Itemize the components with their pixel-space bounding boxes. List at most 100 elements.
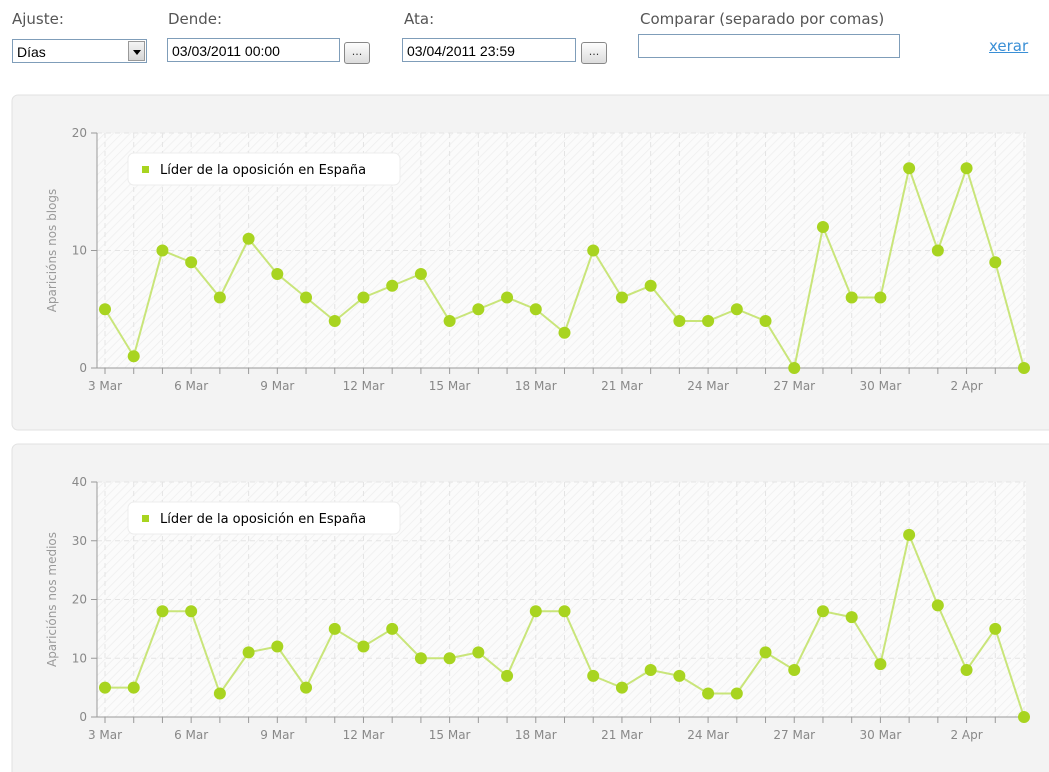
y-tick-label: 20: [72, 126, 87, 140]
point: [673, 315, 686, 327]
point: [443, 315, 456, 327]
y-tick-label: 30: [72, 534, 87, 548]
point: [644, 279, 657, 292]
x-tick-label: 6 Mar: [174, 728, 208, 742]
x-tick-label: 15 Mar: [429, 379, 471, 393]
legend-box: [127, 501, 401, 535]
select-arrow: [128, 41, 145, 61]
point: [1018, 362, 1030, 374]
y-tick-label: 10: [72, 244, 87, 258]
point: [357, 291, 370, 304]
point: [414, 652, 427, 665]
dende-label: Dende:: [168, 10, 223, 28]
point: [328, 622, 341, 635]
x-tick-label: 9 Mar: [260, 379, 294, 393]
x-tick-label: 12 Mar: [343, 379, 385, 393]
point: [989, 256, 1002, 269]
point: [702, 687, 715, 700]
ata-button[interactable]: ...: [581, 42, 607, 64]
point: [989, 622, 1002, 635]
point: [558, 605, 571, 618]
point: [587, 669, 600, 682]
point: [874, 658, 887, 671]
point: [730, 687, 743, 700]
y-tick-label: 0: [79, 361, 87, 375]
point: [300, 681, 313, 694]
point: [960, 664, 973, 676]
point: [644, 664, 657, 676]
point: [759, 315, 772, 327]
x-tick-label: 24 Mar: [687, 728, 729, 742]
x-tick-label: 12 Mar: [343, 728, 385, 742]
point: [730, 303, 743, 316]
point: [99, 303, 111, 316]
xerar-link[interactable]: xerar: [989, 37, 1029, 55]
point: [501, 669, 514, 682]
point: [328, 315, 341, 327]
x-tick-label: 3 Mar: [88, 379, 122, 393]
comparar-input[interactable]: [638, 34, 900, 58]
point: [213, 291, 226, 304]
point: [156, 605, 169, 618]
x-tick-label: 27 Mar: [773, 379, 815, 393]
point: [673, 669, 686, 682]
x-tick-label: 18 Mar: [515, 728, 557, 742]
y-tick-label: 10: [72, 651, 87, 665]
point: [903, 162, 916, 175]
comparar-label: Comparar (separado por comas): [640, 10, 885, 28]
ata-input[interactable]: 03/04/2011 23:59: [402, 38, 576, 62]
point: [127, 681, 140, 694]
x-tick-label: 27 Mar: [773, 728, 815, 742]
point: [271, 268, 284, 280]
point: [472, 303, 485, 316]
x-tick-label: 2 Apr: [950, 379, 982, 393]
point: [845, 291, 858, 304]
dende-button[interactable]: ...: [344, 42, 370, 64]
ata-label: Ata:: [404, 10, 435, 28]
legend-label: Líder de la oposición en España: [160, 512, 366, 527]
point: [271, 640, 284, 653]
point: [702, 315, 715, 327]
x-tick-label: 9 Mar: [260, 728, 294, 742]
point: [213, 687, 226, 700]
legend-label: Líder de la oposición en España: [160, 163, 366, 178]
x-tick-label: 24 Mar: [687, 379, 729, 393]
x-tick-label: 3 Mar: [88, 728, 122, 742]
x-tick-label: 15 Mar: [429, 728, 471, 742]
point: [242, 646, 255, 659]
legend-swatch: [142, 166, 149, 173]
ajuste-select[interactable]: Días: [12, 39, 147, 63]
ajuste-label: Ajuste:: [12, 10, 64, 28]
point: [1018, 711, 1030, 723]
point: [845, 611, 858, 624]
point: [529, 303, 542, 316]
point: [960, 162, 973, 175]
point: [759, 646, 772, 659]
x-tick-label: 2 Apr: [950, 728, 982, 742]
x-tick-label: 18 Mar: [515, 379, 557, 393]
point: [529, 605, 542, 618]
point: [357, 640, 370, 653]
point: [615, 291, 628, 304]
x-tick-label: 6 Mar: [174, 379, 208, 393]
point: [414, 268, 427, 280]
point: [615, 681, 628, 694]
point: [127, 350, 140, 363]
y-tick-label: 20: [72, 593, 87, 607]
point: [903, 528, 916, 541]
point: [788, 362, 801, 374]
y-tick-label: 0: [79, 710, 87, 724]
x-tick-label: 30 Mar: [860, 379, 902, 393]
point: [185, 256, 198, 269]
point: [99, 681, 111, 694]
point: [788, 664, 801, 676]
x-tick-label: 21 Mar: [601, 728, 643, 742]
y-axis-label: Aparicións nos medios: [45, 532, 59, 667]
point: [558, 326, 571, 339]
ajuste-value: Días: [17, 44, 46, 60]
dende-input[interactable]: 03/03/2011 00:00: [167, 38, 340, 62]
point: [931, 599, 944, 612]
point: [386, 622, 399, 635]
